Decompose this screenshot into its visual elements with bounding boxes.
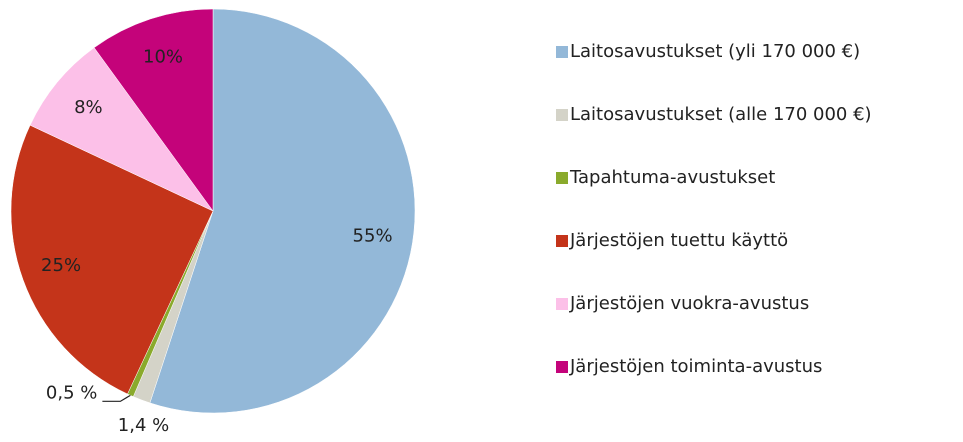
pie-slice	[10, 124, 214, 395]
pie-slice	[93, 8, 214, 212]
legend-swatch	[556, 361, 568, 373]
legend-label: Järjestöjen toiminta-avustus	[569, 356, 822, 377]
leader-line	[102, 394, 131, 402]
legend-label: Laitosavustukset (alle 170 000 €)	[570, 104, 872, 125]
slice-label: 8%	[74, 97, 103, 118]
slice-label: 0,5 %	[46, 382, 97, 403]
slice-label: 1,4 %	[118, 415, 169, 436]
legend-swatch	[556, 172, 568, 184]
legend-swatch	[556, 235, 568, 247]
legend-swatch	[556, 109, 568, 121]
slice-label: 25%	[41, 255, 81, 276]
pie-slice	[29, 47, 214, 212]
slice-label: 55%	[353, 226, 393, 247]
slice-label: 10%	[143, 46, 183, 67]
legend-label: Laitosavustukset (yli 170 000 €)	[570, 41, 860, 62]
legend-swatch	[556, 46, 568, 58]
legend-label: Järjestöjen vuokra-avustus	[569, 293, 809, 314]
legend-swatch	[556, 298, 568, 310]
legend-label: Järjestöjen tuettu käyttö	[569, 230, 788, 251]
legend-label: Tapahtuma-avustukset	[569, 167, 775, 188]
pie-slice	[149, 8, 416, 414]
